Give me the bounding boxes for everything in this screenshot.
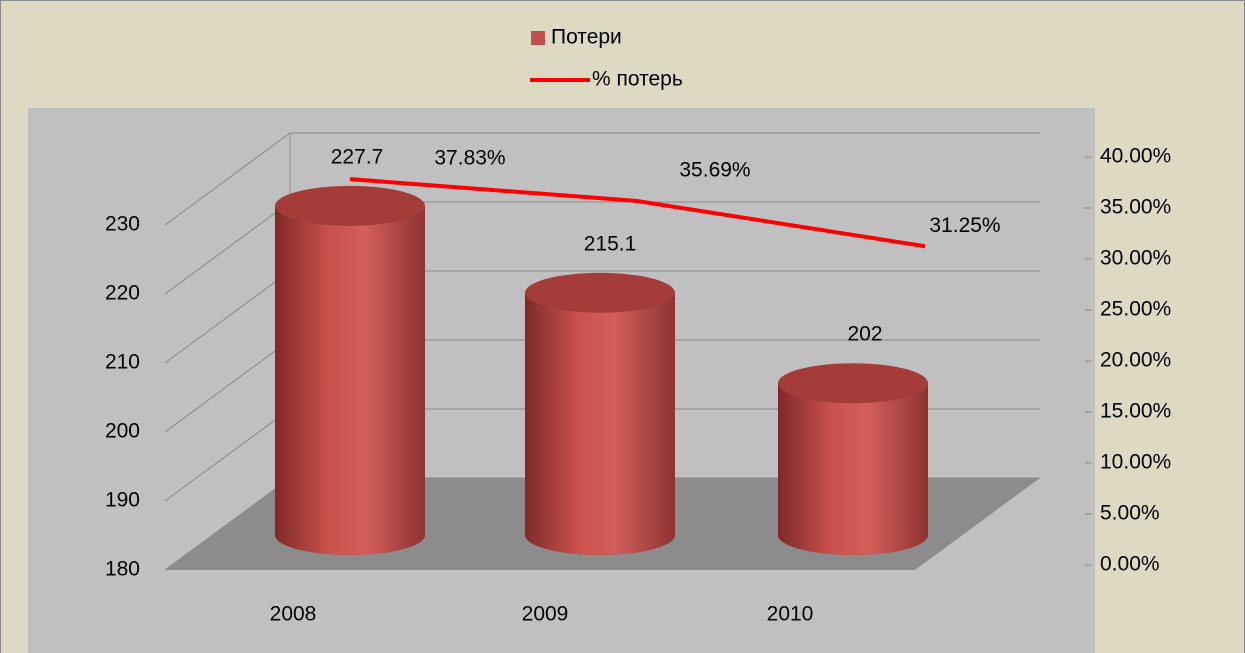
grid-line [164, 270, 291, 364]
bar [275, 205, 425, 535]
grid-line [164, 477, 291, 571]
bar [275, 185, 425, 555]
bar-top [525, 272, 675, 313]
x-tick-label: 2009 [522, 603, 569, 626]
y2-tick-label: 5.00% [1100, 502, 1160, 525]
y-tick-label: 210 [105, 351, 140, 374]
grid-line [164, 132, 291, 226]
y-tick-label: 190 [105, 489, 140, 512]
legend-label: % потерь [592, 68, 683, 91]
grid-line [164, 201, 291, 295]
y-tick-label: 220 [105, 282, 140, 305]
data-label: 31.25% [929, 214, 1000, 237]
y-tick-label: 180 [105, 558, 140, 581]
grid-line [164, 339, 291, 433]
bar-base-front [525, 515, 675, 555]
y2-tick-label: 10.00% [1100, 451, 1171, 474]
y-tick-label: 200 [105, 420, 140, 443]
data-label: 35.69% [679, 159, 750, 182]
y-tick-label: 230 [105, 213, 140, 236]
legend-swatch [531, 31, 545, 45]
y2-tick-label: 40.00% [1100, 145, 1171, 168]
y2-tick-label: 30.00% [1100, 247, 1171, 270]
bar-base-front [275, 515, 425, 555]
y2-tick-label: 25.00% [1100, 298, 1171, 321]
bar [525, 272, 675, 555]
bar-top [778, 363, 928, 404]
y2-tick-label: 15.00% [1100, 400, 1171, 423]
y2-tick-label: 35.00% [1100, 196, 1171, 219]
line [349, 177, 926, 249]
x-tick-label: 2008 [270, 603, 317, 626]
y2-tick-label: 0.00% [1100, 553, 1160, 576]
bar-base-front [778, 515, 928, 555]
data-label: 202 [847, 323, 882, 346]
bar-top [275, 185, 425, 226]
grid-line [164, 408, 291, 502]
data-label: 227.7 [331, 145, 384, 168]
legend-label: Потери [551, 26, 622, 49]
bar [525, 292, 675, 535]
bar [778, 363, 928, 555]
x-tick-label: 2010 [767, 603, 814, 626]
data-label: 37.83% [434, 147, 505, 170]
bar [778, 383, 928, 535]
y2-tick-label: 20.00% [1100, 349, 1171, 372]
data-label: 215.1 [584, 232, 637, 255]
